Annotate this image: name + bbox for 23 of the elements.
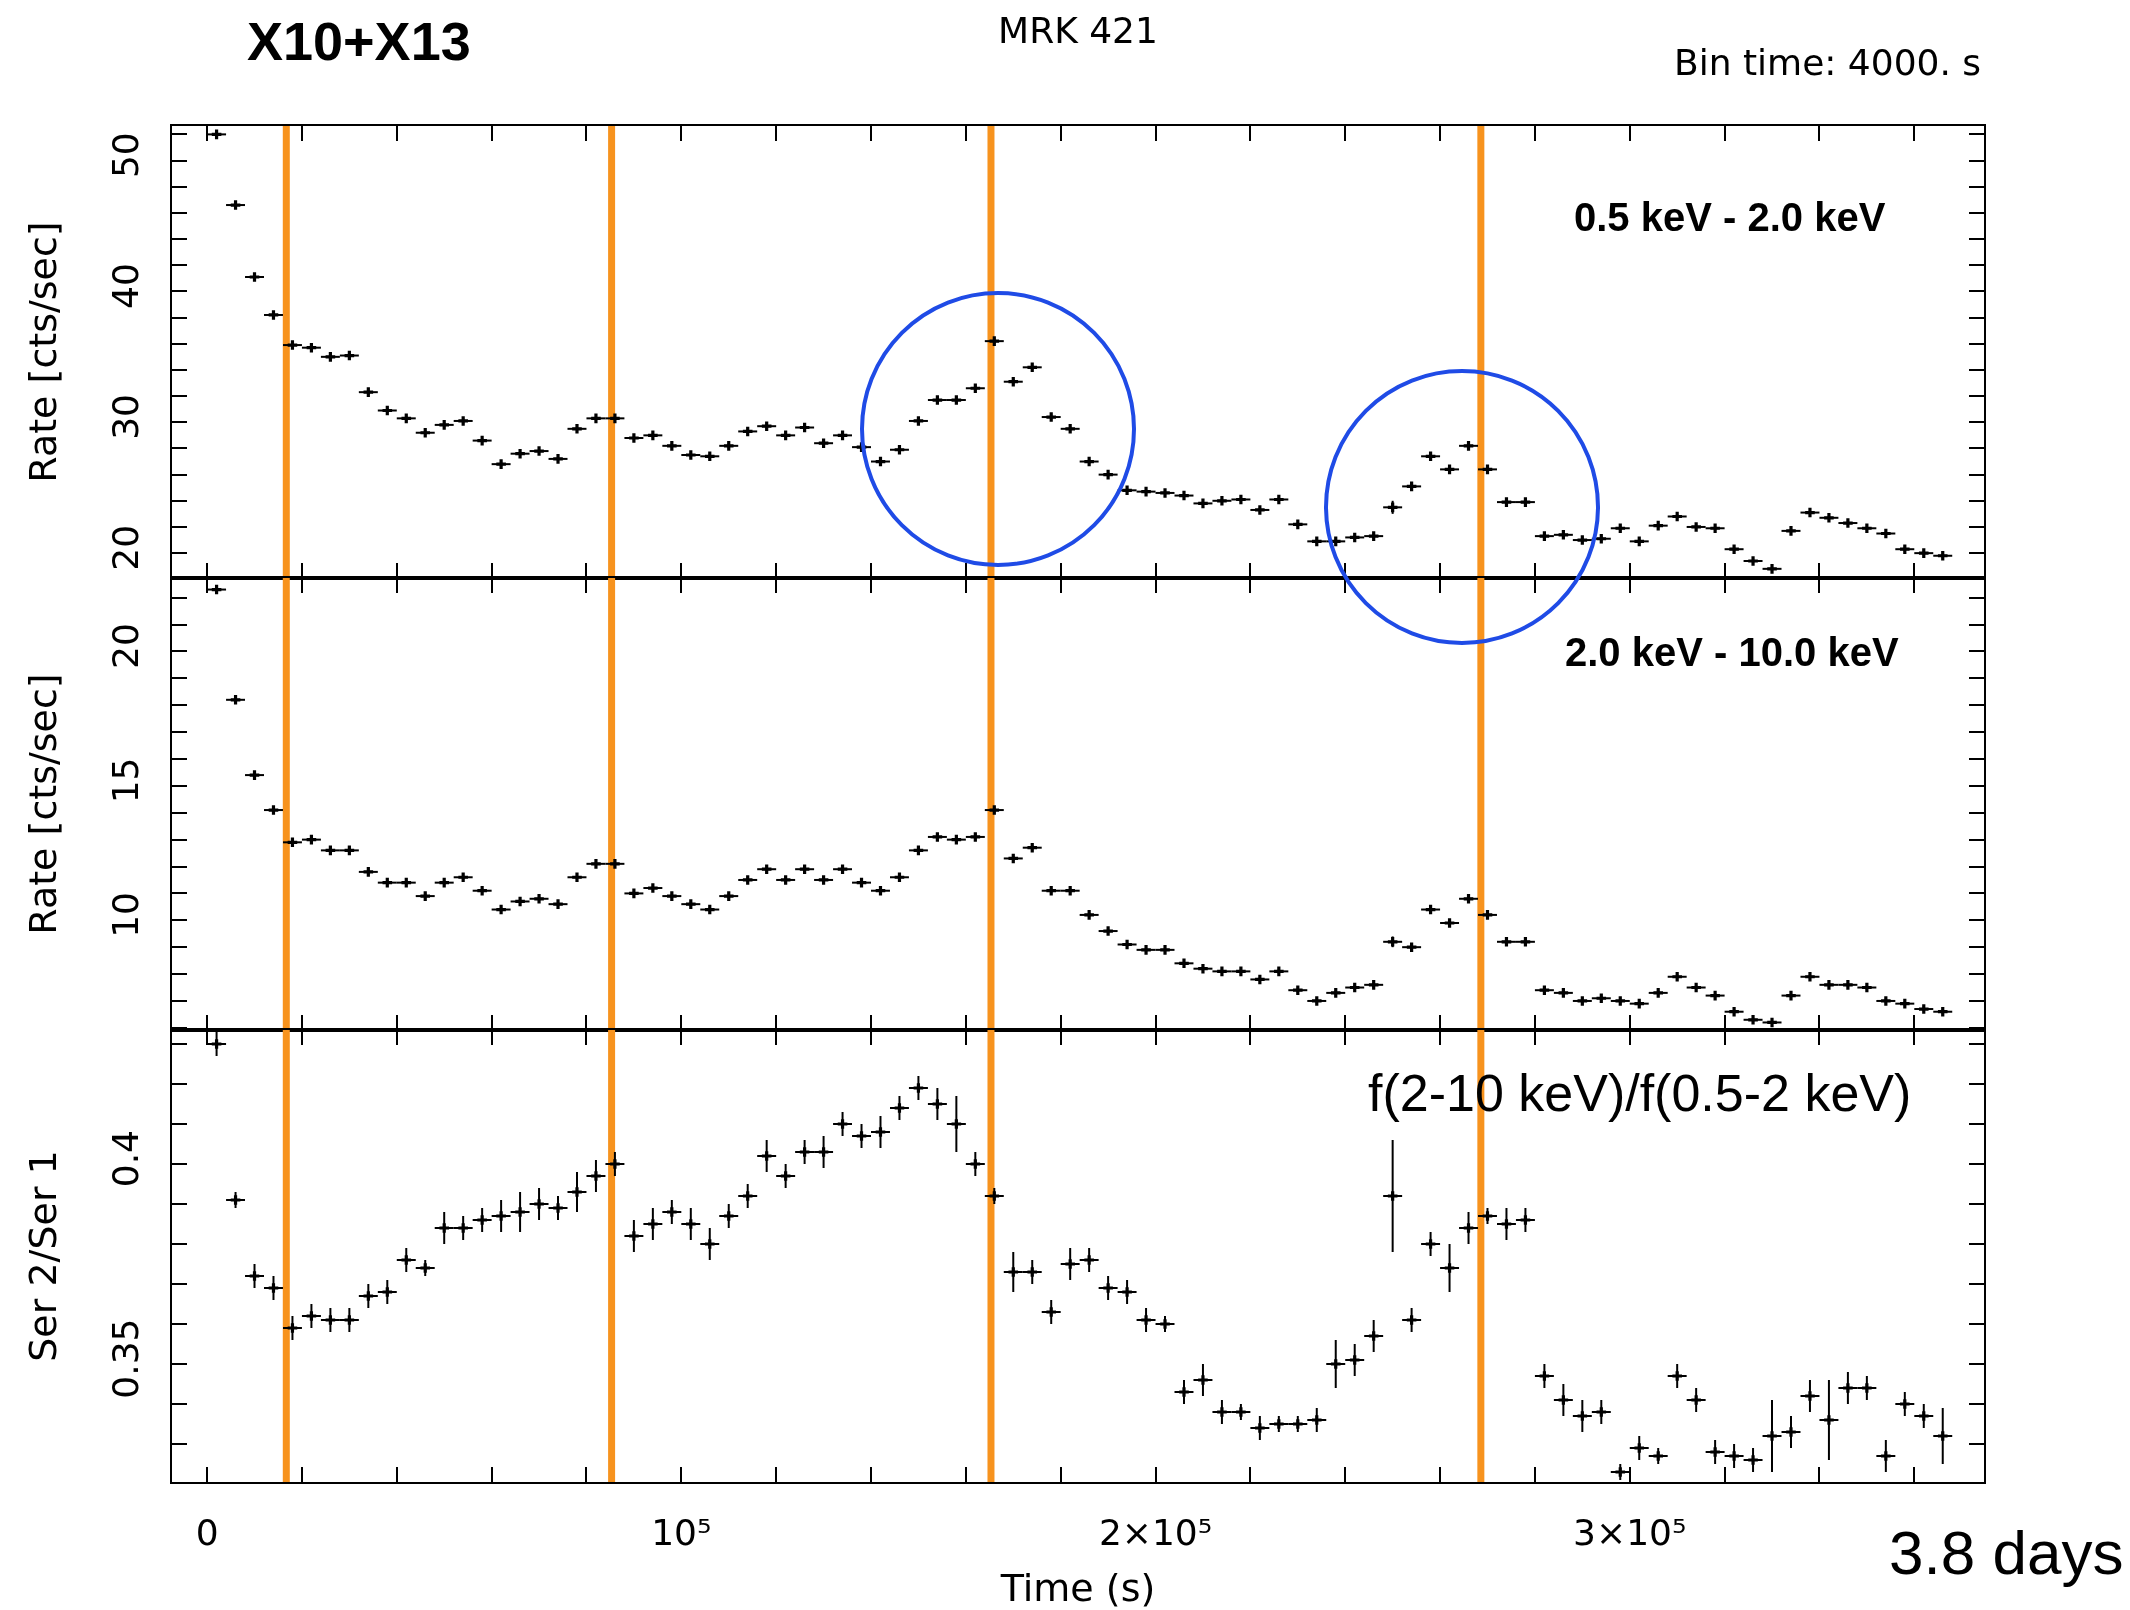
x-tick-label: 3×10⁵ bbox=[1573, 1512, 1687, 1554]
text: Bin time: 4000. s bbox=[1674, 42, 1982, 83]
y-tick-label: 10 bbox=[104, 891, 146, 938]
chart-title: MRK 421 bbox=[998, 9, 1158, 51]
x-tick-label: 2×10⁵ bbox=[1098, 1512, 1213, 1554]
y-tick-label: 50 bbox=[104, 132, 146, 179]
y-tick-label: 0.4 bbox=[104, 1129, 146, 1188]
y-tick-label: 30 bbox=[104, 393, 146, 440]
y-tick-label: 40 bbox=[104, 263, 146, 309]
annotation: 0.5 keV - 2.0 keV bbox=[1574, 195, 1886, 239]
y-tick-label: 20 bbox=[104, 623, 146, 669]
y-axis-title: Rate [cts/sec] bbox=[21, 673, 66, 935]
x-tick-label: 0 bbox=[195, 1512, 219, 1554]
y-tick-label: 20 bbox=[104, 524, 146, 571]
y-tick-label: 0.35 bbox=[104, 1318, 146, 1399]
y-tick-label: 15 bbox=[104, 757, 146, 804]
text: 3.8 days bbox=[1889, 1518, 2124, 1587]
x-axis-title: Time (s) bbox=[999, 1566, 1156, 1610]
annotation: 2.0 keV - 10.0 keV bbox=[1565, 630, 1899, 674]
y-axis-title: Ser 2/Ser 1 bbox=[21, 1150, 66, 1362]
text: X10+X13 bbox=[247, 11, 471, 71]
x-tick-label: 10⁵ bbox=[651, 1512, 712, 1554]
y-axis-title: Rate [cts/sec] bbox=[21, 221, 66, 483]
